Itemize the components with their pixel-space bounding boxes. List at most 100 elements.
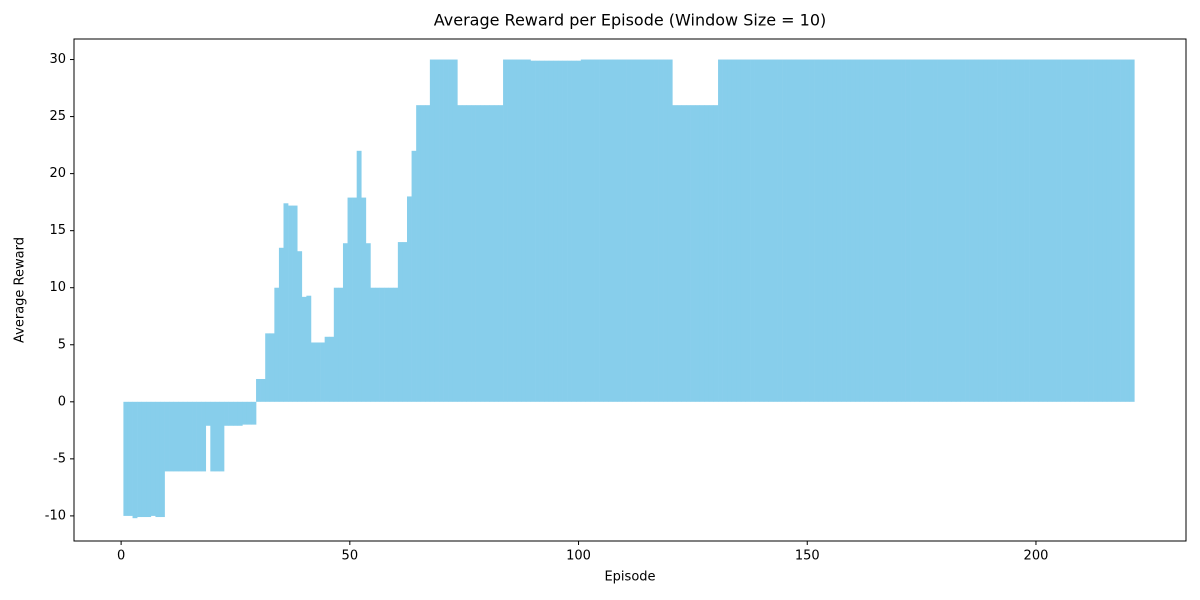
bar — [471, 105, 476, 402]
bar — [352, 197, 357, 402]
bar — [992, 59, 998, 402]
bar — [132, 401, 138, 519]
bar — [818, 59, 824, 402]
bar — [256, 378, 261, 402]
bar — [603, 59, 609, 402]
bar — [146, 401, 152, 518]
bar — [1070, 59, 1076, 402]
bar — [1083, 59, 1089, 402]
bar — [310, 342, 316, 402]
bar — [681, 105, 687, 402]
bar — [617, 59, 623, 402]
bar — [869, 59, 874, 402]
x-axis-label: Episode — [604, 570, 655, 585]
bar — [525, 59, 531, 402]
bar — [1061, 59, 1066, 402]
bar — [521, 59, 527, 402]
bar — [361, 197, 367, 402]
bar — [260, 378, 266, 402]
bar — [329, 336, 335, 402]
y-tick-label: 25 — [49, 109, 66, 124]
bar — [901, 59, 906, 402]
bar — [201, 401, 207, 472]
bar — [841, 59, 847, 402]
bar — [452, 59, 458, 402]
bar — [708, 105, 714, 402]
bar — [594, 59, 600, 402]
bar — [356, 150, 362, 402]
bar — [297, 251, 303, 402]
bar — [1038, 59, 1044, 402]
bar — [686, 105, 691, 402]
bar — [974, 59, 980, 402]
bar — [1056, 59, 1062, 402]
bar — [635, 59, 641, 402]
bar — [320, 342, 325, 402]
bar — [699, 105, 705, 402]
bar — [1097, 59, 1103, 402]
bar — [434, 59, 440, 402]
bar — [493, 105, 499, 402]
bar — [1042, 59, 1048, 402]
bar — [795, 59, 801, 402]
bar — [192, 401, 197, 472]
bar — [777, 59, 783, 402]
bar — [237, 401, 243, 426]
bar — [278, 247, 284, 402]
y-tick-label: -5 — [53, 451, 66, 466]
bar — [443, 59, 449, 402]
bar — [887, 59, 893, 402]
bar — [123, 401, 129, 516]
bar — [420, 105, 426, 402]
bar — [535, 60, 540, 402]
bar — [384, 287, 390, 402]
y-tick-label: 20 — [49, 166, 66, 181]
bar — [484, 105, 490, 402]
bar — [873, 59, 879, 402]
bar — [530, 60, 536, 402]
bar — [809, 59, 815, 402]
bar — [196, 401, 202, 472]
bar — [951, 59, 957, 402]
bar — [333, 287, 339, 402]
bar — [425, 105, 431, 402]
y-tick-label: 10 — [49, 280, 66, 295]
bar — [269, 333, 275, 402]
y-tick-label: 0 — [58, 394, 66, 409]
bar — [457, 105, 463, 402]
bar — [347, 197, 353, 402]
bar — [292, 205, 298, 402]
bar — [283, 203, 289, 402]
bar — [946, 59, 952, 402]
bar — [539, 60, 545, 402]
bar — [997, 59, 1002, 402]
bar — [214, 401, 220, 472]
bar — [461, 105, 467, 402]
bar — [1074, 59, 1080, 402]
bar — [905, 59, 911, 402]
bar — [745, 59, 751, 402]
bar — [1033, 59, 1039, 402]
bar — [631, 59, 637, 402]
bar — [612, 59, 618, 402]
bar — [1065, 59, 1071, 402]
bar — [416, 105, 422, 402]
bar — [1019, 59, 1025, 402]
x-tick-label: 150 — [795, 549, 820, 564]
bar — [1024, 59, 1030, 402]
bar — [397, 242, 403, 402]
bar — [1093, 59, 1099, 402]
bar — [983, 59, 989, 402]
bar — [374, 287, 380, 402]
bar — [516, 59, 522, 402]
bar — [173, 401, 179, 472]
bar — [1001, 59, 1007, 402]
bar — [667, 59, 673, 402]
bar — [246, 401, 252, 425]
bar — [846, 59, 852, 402]
bar — [827, 59, 833, 402]
x-tick-label: 200 — [1024, 549, 1049, 564]
bar — [695, 105, 701, 402]
bar — [411, 150, 417, 402]
bar — [965, 59, 970, 402]
